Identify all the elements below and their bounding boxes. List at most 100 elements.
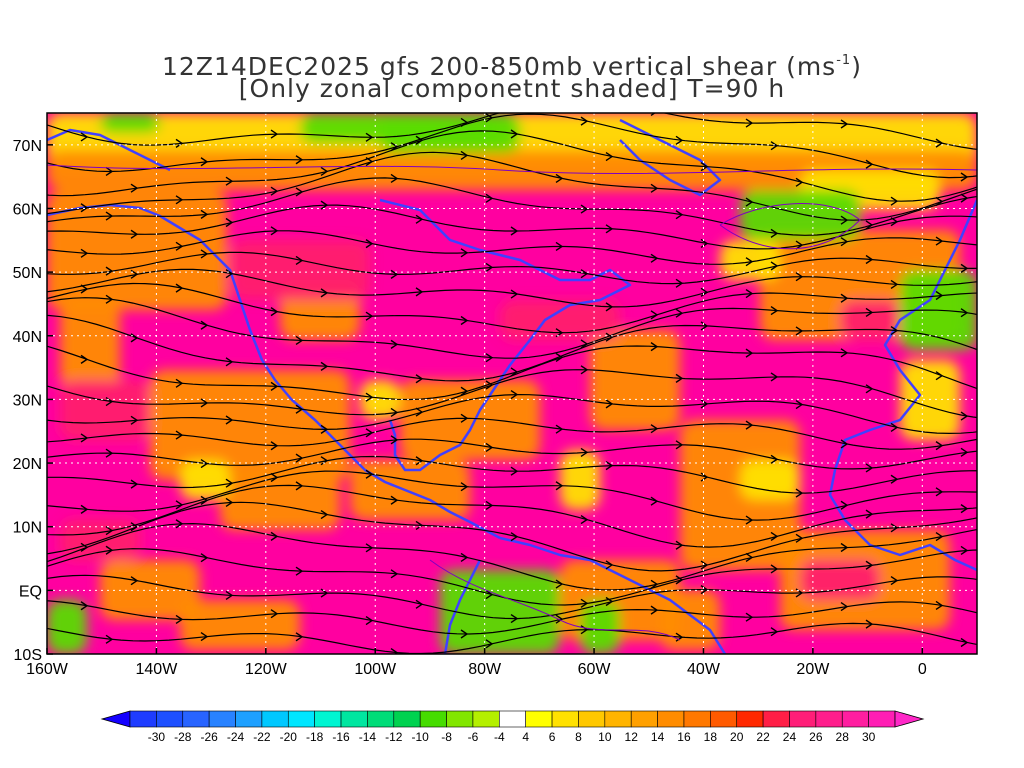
streamline-arrow [865,307,874,318]
streamline-arrow [365,469,374,479]
streamline-arrow [365,543,374,553]
streamline-arrow [935,531,944,542]
colorbar-label: 16 [677,730,691,744]
south-america-coast [499,536,727,654]
shear-region-yellow [900,360,960,440]
streamline-arrow [175,519,184,529]
colorbar-swatch [129,710,157,728]
streamline-arrow [580,515,589,525]
streamline-arrow [865,384,874,394]
streamline-arrow [320,288,329,298]
streamline-arrow [840,602,849,612]
streamline-arrow [270,531,279,541]
colorbar-high-arrow [894,710,925,728]
streamline-arrow [960,447,969,457]
streamline-arrow [745,197,754,207]
streamline-arrow [935,600,944,611]
streamline-arrow [130,229,139,239]
lon-tick-label: 0 [918,661,927,678]
streamline-arrow [460,315,469,326]
streamline-arrow [175,614,184,625]
streamline-arrow [770,372,779,382]
streamline-arrow [510,613,519,624]
streamline [47,113,977,150]
streamline-arrow [675,278,684,288]
streamline-arrow [460,386,469,396]
colorbar-label: -30 [148,730,166,744]
lon-tick-label: 100W [354,661,397,678]
streamline-arrow [460,248,469,258]
streamline [47,251,977,285]
streamline-arrow [960,172,969,182]
colorbar-swatch [472,710,500,728]
colorbar-swatch [525,710,553,728]
streamline-arrow [770,564,779,574]
streamline-arrow [225,590,234,601]
streamline-arrow [130,333,139,343]
streamline-arrow [485,589,494,600]
streamline-arrow [840,439,849,449]
colorbar-swatch [710,710,738,728]
streamline-arrow [365,239,374,249]
streamline-arrow [130,479,139,489]
streamline-arrow [295,255,304,266]
streamline-arrow [960,545,969,556]
streamline-arrow [200,209,209,219]
streamline-arrow [510,289,519,299]
streamline-arrow [365,157,374,167]
streamline-arrow [745,348,754,358]
streamline-arrow [200,632,209,642]
streamline-arrow [556,97,562,105]
colorbar-label: 22 [756,730,770,744]
streamline-arrow [675,135,684,145]
shear-region-strong-shear [60,380,150,440]
colorbar-swatch [419,710,447,728]
streamline-arrow [485,380,494,390]
streamline-arrow [935,487,944,497]
streamline-arrow [580,339,589,349]
colorbar-label: 24 [783,730,797,744]
streamline-arrow [365,392,374,402]
streamline-arrow [270,226,279,236]
colorbar-label: 6 [549,730,556,744]
streamline-arrow [390,569,399,579]
colorbar-swatch [287,710,315,728]
title-main: 12Z14DEC2025 gfs 200-850mb vertical shea… [162,52,837,81]
shear-region-yellow [180,460,230,500]
colorbar-swatch [393,710,421,728]
shear-region-orange [150,370,350,480]
shear-region-orange [60,300,120,390]
colorbar-label: -26 [200,730,218,744]
streamline-arrow [130,576,139,586]
streamline-arrow [960,637,969,648]
streamline-arrow [390,407,399,418]
shear-region-orange [47,190,227,310]
streamline-arrow [650,183,659,193]
streamline-arrow [320,361,329,371]
colorbar-swatch [683,710,711,728]
colorbar-swatch [841,710,869,728]
streamline-arrow [270,609,279,619]
shear-region-orange [590,330,680,430]
streamline [47,369,977,419]
streamline-arrow [80,284,89,294]
streamline-arrow [605,332,614,342]
streamline-arrow [700,585,709,595]
greenland-coast [619,118,722,197]
streamline-arrow [80,354,89,364]
streamline-arrow [745,118,754,128]
streamline-arrow [415,599,424,609]
streamline-arrow [460,482,469,492]
shear-contour [719,203,861,250]
colorbar-swatch [815,710,843,728]
streamline-arrow [795,240,804,250]
streamline-arrow [80,542,89,552]
streamline-arrow [270,186,279,196]
streamline-arrow [485,262,494,273]
streamline-arrow [510,389,519,400]
shear-region-yellow [360,380,400,420]
streamline-arrow [605,224,614,234]
colorbar-label: 18 [704,730,718,744]
streamline [47,268,977,308]
streamline-arrow [510,532,519,542]
